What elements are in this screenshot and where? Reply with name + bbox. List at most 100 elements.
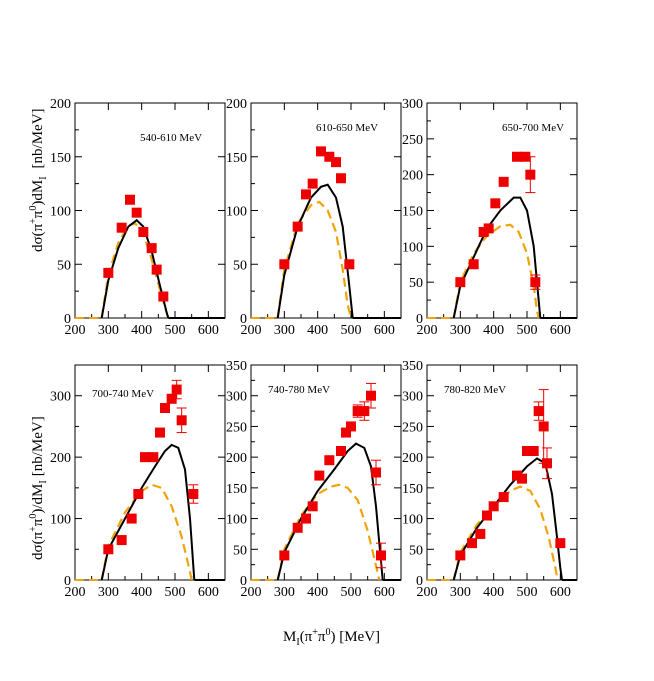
data-point <box>140 452 150 463</box>
data-point <box>341 427 351 438</box>
panel-frame <box>250 102 402 319</box>
x-tick-label: 300 <box>450 585 471 600</box>
panel-5: 200 300 400 500 600 0 50 100 150 200 250 300 350 740-… <box>226 359 402 600</box>
data-point <box>148 452 159 463</box>
y-tick-label: 150 <box>226 482 247 497</box>
data-point <box>483 223 494 234</box>
data-point <box>352 406 363 417</box>
data-point <box>331 157 341 168</box>
data-point <box>301 513 311 524</box>
data-point <box>314 470 325 481</box>
y-tick-label: 200 <box>226 451 247 466</box>
y-tick-label: 50 <box>233 543 247 558</box>
dashed-curve <box>276 200 353 318</box>
data-point <box>467 538 477 549</box>
solid-curve <box>276 183 354 318</box>
data-point <box>160 403 170 413</box>
data-point <box>158 291 169 302</box>
data-point <box>538 421 549 432</box>
data-point <box>116 535 127 546</box>
panel-energy-label: 740-780 MeV <box>268 384 330 396</box>
y-tick-label: 100 <box>226 513 247 528</box>
data-point <box>512 151 522 162</box>
data-point <box>533 406 544 417</box>
y-tick-label: 150 <box>226 151 247 166</box>
data-point <box>346 421 356 432</box>
x-tick-label: 200 <box>417 585 438 600</box>
data-point <box>307 178 318 189</box>
x-tick-label: 500 <box>341 585 362 600</box>
y-tick-label: 100 <box>402 513 423 528</box>
data-point <box>292 522 303 533</box>
data-point <box>126 513 137 524</box>
x-tick-label: 400 <box>131 323 152 338</box>
data-point <box>292 221 303 232</box>
x-tick-label: 400 <box>307 323 328 338</box>
x-axis-label: MI(π+π0) [MeV] <box>283 627 380 648</box>
panel-frame <box>426 102 578 319</box>
y-tick-label: 300 <box>50 390 71 405</box>
data-point <box>366 390 376 401</box>
y-tick-label: 100 <box>50 513 71 528</box>
data-point <box>131 207 142 218</box>
y-tick-label: 200 <box>402 169 423 184</box>
solid-curve <box>100 443 196 580</box>
data-point <box>482 510 492 521</box>
y-tick-label: 150 <box>50 151 71 166</box>
dashed-curve <box>100 483 193 580</box>
data-point <box>176 415 187 426</box>
panel-energy-label: 780-820 MeV <box>444 384 506 396</box>
data-point <box>542 458 552 469</box>
data-point <box>517 473 527 484</box>
data-point <box>133 489 144 499</box>
x-tick-label: 600 <box>198 323 219 338</box>
x-tick-label: 600 <box>374 585 395 600</box>
y-tick-label: 200 <box>50 451 71 466</box>
data-point <box>138 227 149 237</box>
data-point <box>490 198 501 209</box>
panel-frame <box>426 364 578 581</box>
y-tick-label: 250 <box>226 420 247 435</box>
data-point <box>498 176 509 187</box>
x-tick-label: 500 <box>517 323 538 338</box>
panel-4: 200 300 400 500 600 0 100 200 300 700-740 MeV <box>50 364 226 600</box>
x-tick-label: 300 <box>274 323 295 338</box>
y-tick-label: 300 <box>402 390 423 405</box>
x-tick-label: 600 <box>550 585 571 600</box>
y-tick-label: 100 <box>226 205 247 220</box>
data-point <box>498 492 509 503</box>
data-point <box>316 146 326 157</box>
y-tick-label: 50 <box>409 543 423 558</box>
data-point <box>336 446 346 456</box>
data-point <box>307 501 318 512</box>
data-point <box>468 259 479 270</box>
x-tick-label: 200 <box>65 585 86 600</box>
data-point <box>530 277 541 288</box>
data-point <box>155 427 165 438</box>
y-tick-label: 0 <box>416 312 423 327</box>
panel-frame <box>74 364 226 581</box>
y-tick-label: 250 <box>402 133 423 148</box>
x-tick-label: 600 <box>550 323 571 338</box>
data-point <box>488 501 499 512</box>
data-point <box>528 446 539 456</box>
y-tick-label: 150 <box>402 482 423 497</box>
data-point <box>116 222 127 233</box>
y-axis-label-bottom: dσ(π+π0)/dMI[nb/MeV] <box>28 416 49 560</box>
data-point <box>146 243 157 254</box>
x-tick-label: 500 <box>165 585 186 600</box>
x-tick-label: 500 <box>517 585 538 600</box>
y-tick-label: 100 <box>50 205 71 220</box>
x-tick-label: 300 <box>450 323 471 338</box>
y-tick-label: 50 <box>57 258 71 273</box>
data-point <box>344 259 355 270</box>
dashed-curve <box>452 485 559 580</box>
y-tick-label: 50 <box>233 258 247 273</box>
y-tick-label: 250 <box>402 420 423 435</box>
x-tick-label: 500 <box>341 323 362 338</box>
data-point <box>103 267 114 278</box>
panel-energy-label: 610-650 MeV <box>316 122 378 134</box>
x-tick-label: 300 <box>98 323 119 338</box>
x-tick-label: 200 <box>241 585 262 600</box>
